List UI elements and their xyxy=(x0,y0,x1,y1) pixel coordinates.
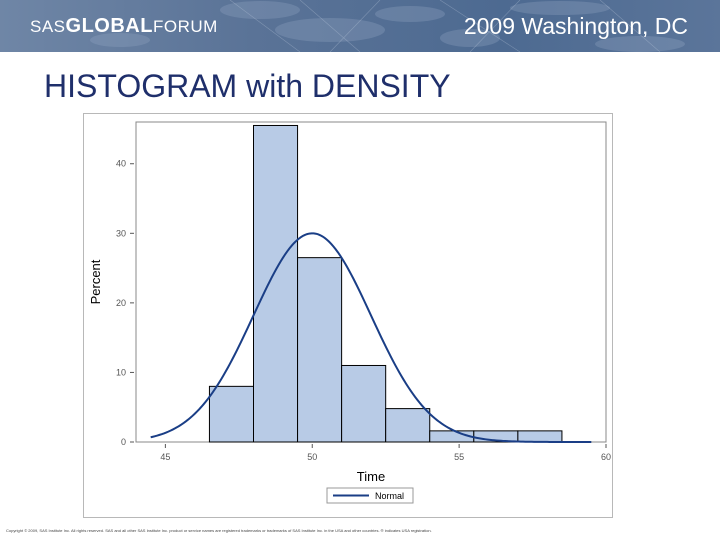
y-axis-label: Percent xyxy=(88,259,103,304)
conference-banner: SASGLOBALFORUM 2009 Washington, DC xyxy=(0,0,720,52)
density-curve xyxy=(150,232,592,443)
histogram-bar-3 xyxy=(297,257,343,443)
logo-bold: GLOBAL xyxy=(65,15,153,37)
y-tick-label-40: 40 xyxy=(116,159,126,169)
x-tick-label-45: 45 xyxy=(160,452,170,462)
legend-box xyxy=(326,487,414,504)
legend-label-normal: Normal xyxy=(375,491,404,501)
y-tick-label-10: 10 xyxy=(116,367,126,377)
logo-suffix: FORUM xyxy=(152,17,218,36)
map-texture xyxy=(90,0,685,52)
histogram-figure: 0 10 20 30 40 45 50 55 60 Time Percent Normal xyxy=(83,113,613,518)
x-tick-label-55: 55 xyxy=(454,452,464,462)
y-tick-label-0: 0 xyxy=(121,437,126,447)
x-axis-label: Time xyxy=(357,469,385,484)
histogram-bar-8 xyxy=(517,430,563,443)
copyright-footer: Copyright © 2009, SAS Institute Inc. All… xyxy=(6,528,432,533)
histogram-bar-2 xyxy=(253,124,299,443)
histogram-bar-4 xyxy=(341,364,387,443)
slide-title: HISTOGRAM with DENSITY xyxy=(44,68,451,104)
x-tick-label-50: 50 xyxy=(307,452,317,462)
histogram-bar-1 xyxy=(208,385,254,443)
event-label: 2009 Washington, DC xyxy=(463,13,688,39)
histogram-bar-5 xyxy=(385,408,431,443)
y-tick-label-20: 20 xyxy=(116,298,126,308)
y-tick-label-30: 30 xyxy=(116,228,126,238)
x-tick-label-60: 60 xyxy=(601,452,611,462)
histogram-chart: 0 10 20 30 40 45 50 55 60 Time Percent Normal xyxy=(88,121,611,504)
sas-global-forum-logo: SASGLOBALFORUM xyxy=(30,15,218,38)
logo-prefix: SAS xyxy=(30,17,66,36)
